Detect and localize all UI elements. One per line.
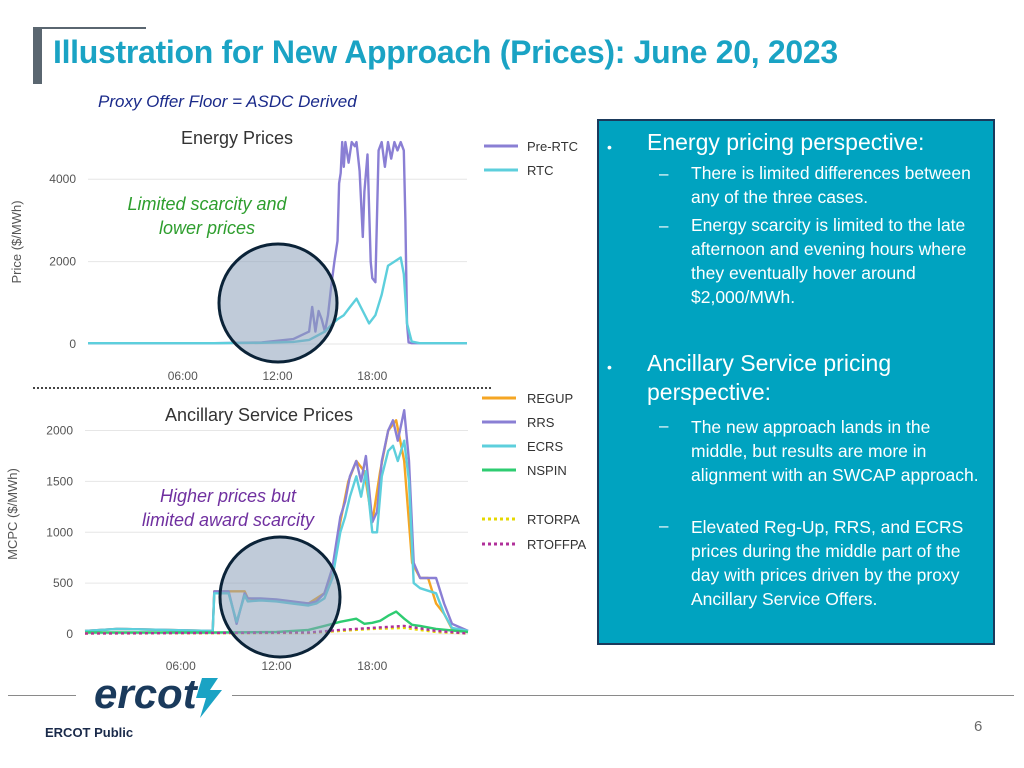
charts-area: Energy Prices Price ($/MWh) 0 2000 4000 06… bbox=[5, 128, 587, 673]
dash-marker-1: – bbox=[659, 164, 669, 183]
energy-y-axis-label: Price ($/MWh) bbox=[9, 200, 24, 283]
energy-annotation-text-2: lower prices bbox=[159, 218, 255, 238]
dash-marker-4: – bbox=[659, 516, 669, 535]
ancillary-point-1: The new approach lands in the middle, bu… bbox=[691, 417, 979, 485]
energy-y-tick-label: 4000 bbox=[49, 172, 76, 186]
energy-annotation-text-1: Limited scarcity and bbox=[127, 194, 287, 214]
ancillary-chart-title: Ancillary Service Prices bbox=[165, 405, 353, 425]
ancillary-x-ticks: 06:00 12:00 18:00 bbox=[166, 659, 388, 673]
energy-y-tick-label: 2000 bbox=[49, 255, 76, 269]
ancillary-y-ticks: 0 500 1000 1500 2000 bbox=[46, 424, 73, 641]
title-accent-bar bbox=[33, 27, 42, 84]
ancillary-x-tick-label: 18:00 bbox=[357, 659, 387, 673]
ancillary-y-axis-label: MCPC ($/MWh) bbox=[5, 468, 20, 560]
commentary-panel: • Energy pricing perspective: – There is… bbox=[597, 119, 995, 645]
energy-perspective-heading: Energy pricing perspective: bbox=[647, 129, 925, 155]
ercot-logo: ercot bbox=[94, 670, 222, 718]
legend-label-rtorpa: RTORPA bbox=[527, 512, 580, 527]
subtitle: Proxy Offer Floor = ASDC Derived bbox=[98, 92, 357, 111]
energy-highlight-circle bbox=[217, 242, 339, 364]
energy-chart-title: Energy Prices bbox=[181, 128, 293, 148]
legend-label-regup: REGUP bbox=[527, 391, 573, 406]
energy-annotation-line1: Limited scarcity and bbox=[127, 194, 287, 214]
legend-label-ecrs: ECRS bbox=[527, 439, 563, 454]
legend-label-rrs: RRS bbox=[527, 415, 555, 430]
bullet-marker-1: • bbox=[607, 139, 612, 155]
energy-point-1: There is limited differences between any… bbox=[691, 163, 971, 207]
footer-label: ERCOT Public bbox=[45, 725, 134, 740]
energy-x-ticks: 06:00 12:00 18:00 bbox=[168, 369, 388, 383]
ancillary-legend: REGUP RRS ECRS NSPIN RTORPA RTOFFPA bbox=[482, 391, 587, 552]
energy-annotation-line2: lower prices bbox=[159, 218, 255, 238]
ancillary-annotation-line1: Higher prices but bbox=[160, 486, 297, 506]
footer-rule-left bbox=[8, 695, 76, 696]
ancillary-y-tick-label: 1000 bbox=[46, 525, 73, 539]
page-number: 6 bbox=[974, 718, 983, 735]
ancillary-y-tick-label: 0 bbox=[66, 627, 73, 641]
ancillary-perspective-heading: Ancillary Service pricing perspective: bbox=[647, 350, 892, 405]
title-accent-line bbox=[42, 27, 146, 29]
energy-legend: Pre-RTC RTC bbox=[484, 139, 578, 178]
ancillary-y-tick-label: 1500 bbox=[46, 474, 73, 488]
legend-label-rtc: RTC bbox=[527, 163, 553, 178]
dash-marker-3: – bbox=[659, 416, 669, 435]
energy-x-tick-label: 12:00 bbox=[262, 369, 292, 383]
ancillary-annotation-text-2: limited award scarcity bbox=[142, 510, 315, 530]
bullet-marker-2: • bbox=[607, 359, 612, 375]
energy-y-tick-label: 0 bbox=[69, 337, 76, 351]
ancillary-point-2: Elevated Reg-Up, RRS, and ECRS prices du… bbox=[691, 517, 964, 609]
energy-y-ticks: 0 2000 4000 bbox=[49, 172, 76, 351]
ercot-logo-text: ercot bbox=[94, 670, 199, 717]
ancillary-annotation-text-1: Higher prices but bbox=[160, 486, 297, 506]
ancillary-annotation-line2: limited award scarcity bbox=[142, 510, 315, 530]
ancillary-highlight-circle bbox=[218, 535, 342, 659]
lightning-bolt-icon bbox=[196, 678, 222, 718]
footer-rule-right bbox=[232, 695, 1014, 696]
page-title: Illustration for New Approach (Prices): … bbox=[53, 34, 838, 70]
legend-label-nspin: NSPIN bbox=[527, 463, 567, 478]
ancillary-x-tick-label: 12:00 bbox=[261, 659, 291, 673]
ancillary-y-tick-label: 2000 bbox=[46, 424, 73, 438]
legend-label-pre-rtc: Pre-RTC bbox=[527, 139, 578, 154]
dash-marker-2: – bbox=[659, 216, 669, 235]
legend-label-rtoffpa: RTOFFPA bbox=[527, 537, 587, 552]
ancillary-y-tick-label: 500 bbox=[53, 576, 73, 590]
energy-x-tick-label: 18:00 bbox=[357, 369, 387, 383]
ancillary-chart: Ancillary Service Prices MCPC ($/MWh) 0 5… bbox=[5, 391, 587, 673]
energy-point-2: Energy scarcity is limited to the late a… bbox=[691, 215, 967, 307]
ancillary-x-tick-label: 06:00 bbox=[166, 659, 196, 673]
energy-x-tick-label: 06:00 bbox=[168, 369, 198, 383]
energy-chart: Energy Prices Price ($/MWh) 0 2000 4000 06… bbox=[9, 128, 578, 383]
